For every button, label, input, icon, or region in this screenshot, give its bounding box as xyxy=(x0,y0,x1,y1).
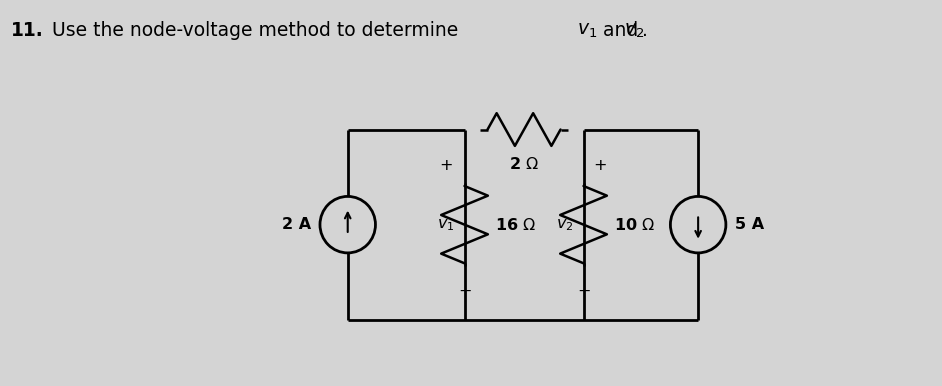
Text: .: . xyxy=(642,21,648,40)
Text: 2 A: 2 A xyxy=(282,217,311,232)
Text: 10 $\Omega$: 10 $\Omega$ xyxy=(614,217,656,233)
Bar xyxy=(477,126,572,133)
Text: $v_1$: $v_1$ xyxy=(577,21,596,40)
Ellipse shape xyxy=(320,196,376,253)
Text: $v_2$: $v_2$ xyxy=(556,217,574,232)
Text: Use the node-voltage method to determine: Use the node-voltage method to determine xyxy=(52,21,464,40)
Ellipse shape xyxy=(671,196,726,253)
Text: and: and xyxy=(597,21,644,40)
Text: $v_2$: $v_2$ xyxy=(624,21,643,40)
Text: +: + xyxy=(440,158,453,173)
Text: 2 $\Omega$: 2 $\Omega$ xyxy=(509,156,539,172)
Text: 5 A: 5 A xyxy=(735,217,764,232)
Text: −: − xyxy=(458,284,471,299)
Text: $v_1$: $v_1$ xyxy=(437,217,454,232)
Text: +: + xyxy=(593,158,607,173)
Text: 16 $\Omega$: 16 $\Omega$ xyxy=(495,217,537,233)
Text: −: − xyxy=(577,284,591,299)
Text: 11.: 11. xyxy=(11,21,44,40)
